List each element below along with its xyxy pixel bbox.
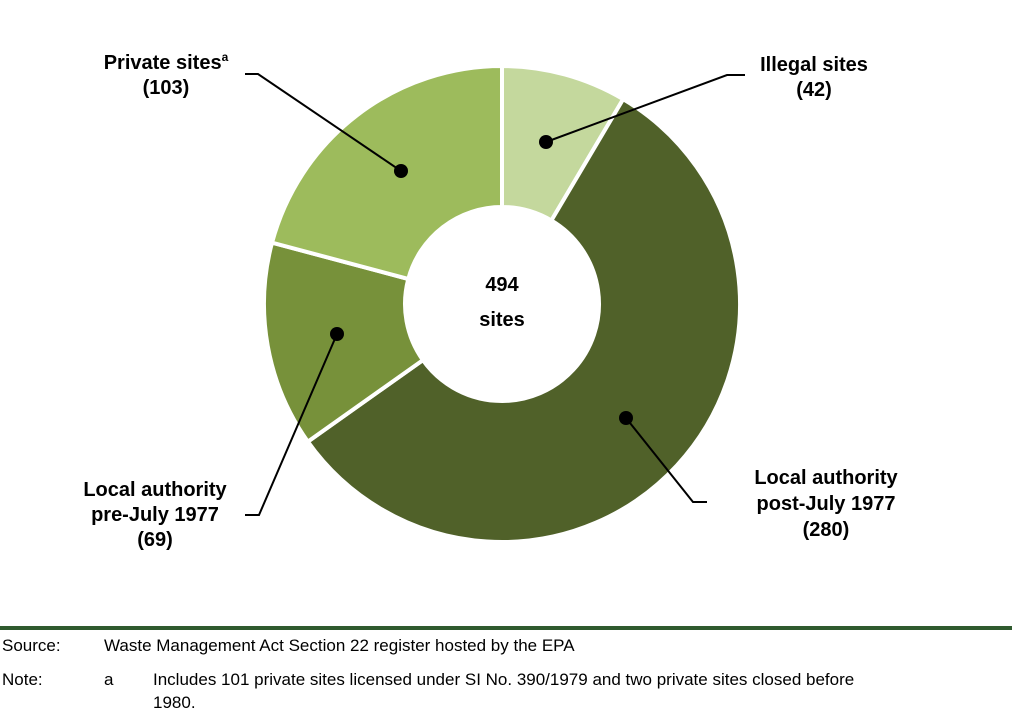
leader-lines: [245, 73, 745, 516]
label-la-pre-line1: Local authority: [83, 479, 227, 501]
source-key: Source:: [2, 636, 61, 655]
footnote-divider: [0, 626, 1012, 630]
center-total: 494: [485, 274, 519, 296]
donut-hole: [405, 207, 599, 401]
note-key: Note:: [2, 670, 43, 689]
leader-illegal: [539, 74, 745, 149]
label-la-post-line2: post-July 1977: [757, 493, 896, 515]
leader-la-pre: [245, 327, 344, 516]
leader-private: [245, 73, 408, 178]
center-unit: sites: [479, 309, 525, 331]
slice-labels: Illegal sites (42) Local authority post-Jul…: [83, 50, 898, 551]
label-la-post-line1: Local authority: [754, 467, 898, 489]
donut-chart: 494 sites Illegal sites (42) Local authori…: [83, 50, 898, 551]
label-la-pre-line2: pre-July 1977: [91, 504, 219, 526]
value-illegal: (42): [796, 79, 832, 101]
note-text-line2: 1980.: [153, 693, 196, 712]
note-text-line1: Includes 101 private sites licensed unde…: [153, 670, 855, 689]
note-letter: a: [104, 670, 114, 689]
donut-slices: [262, 63, 742, 544]
label-illegal-line1: Illegal sites: [760, 54, 868, 76]
label-private-superscript: a: [222, 50, 229, 64]
value-la-post: (280): [803, 519, 850, 541]
value-la-pre: (69): [137, 529, 173, 551]
source-text: Waste Management Act Section 22 register…: [104, 636, 575, 655]
label-private-line1: Private sitesa: [104, 50, 229, 74]
value-private: (103): [143, 77, 190, 99]
leader-la-post: [619, 411, 707, 503]
